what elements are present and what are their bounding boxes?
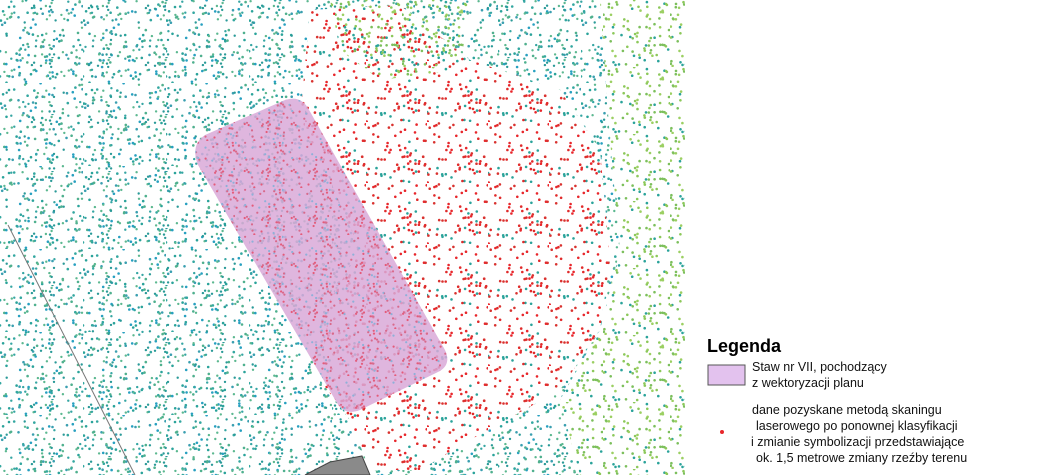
legend: Legenda Staw nr VII, pochodzący z wektor… — [707, 336, 967, 465]
pond-points — [195, 98, 448, 412]
building — [304, 455, 371, 475]
legend-label: Staw nr VII, pochodzący — [752, 360, 888, 374]
green-points-top — [330, 0, 470, 80]
legend-texts: Staw nr VII, pochodzący z wektoryzacji p… — [751, 360, 967, 465]
legend-label: i zmianie symbolizacji przedstawiające — [751, 435, 964, 449]
legend-swatch-points — [720, 430, 724, 434]
legend-label: laserowego po ponownej klasyfikacji — [756, 419, 958, 433]
legend-swatch-pond — [707, 364, 746, 386]
legend-label: z wektoryzacji planu — [752, 376, 864, 390]
boundary-line — [7, 224, 136, 475]
legend-title: Legenda — [707, 336, 782, 356]
legend-label: ok. 1,5 metrowe zmiany rzeźby terenu — [756, 451, 967, 465]
map — [0, 0, 685, 475]
green-points — [560, 0, 685, 475]
legend-label: dane pozyskane metodą skaningu — [752, 403, 942, 417]
